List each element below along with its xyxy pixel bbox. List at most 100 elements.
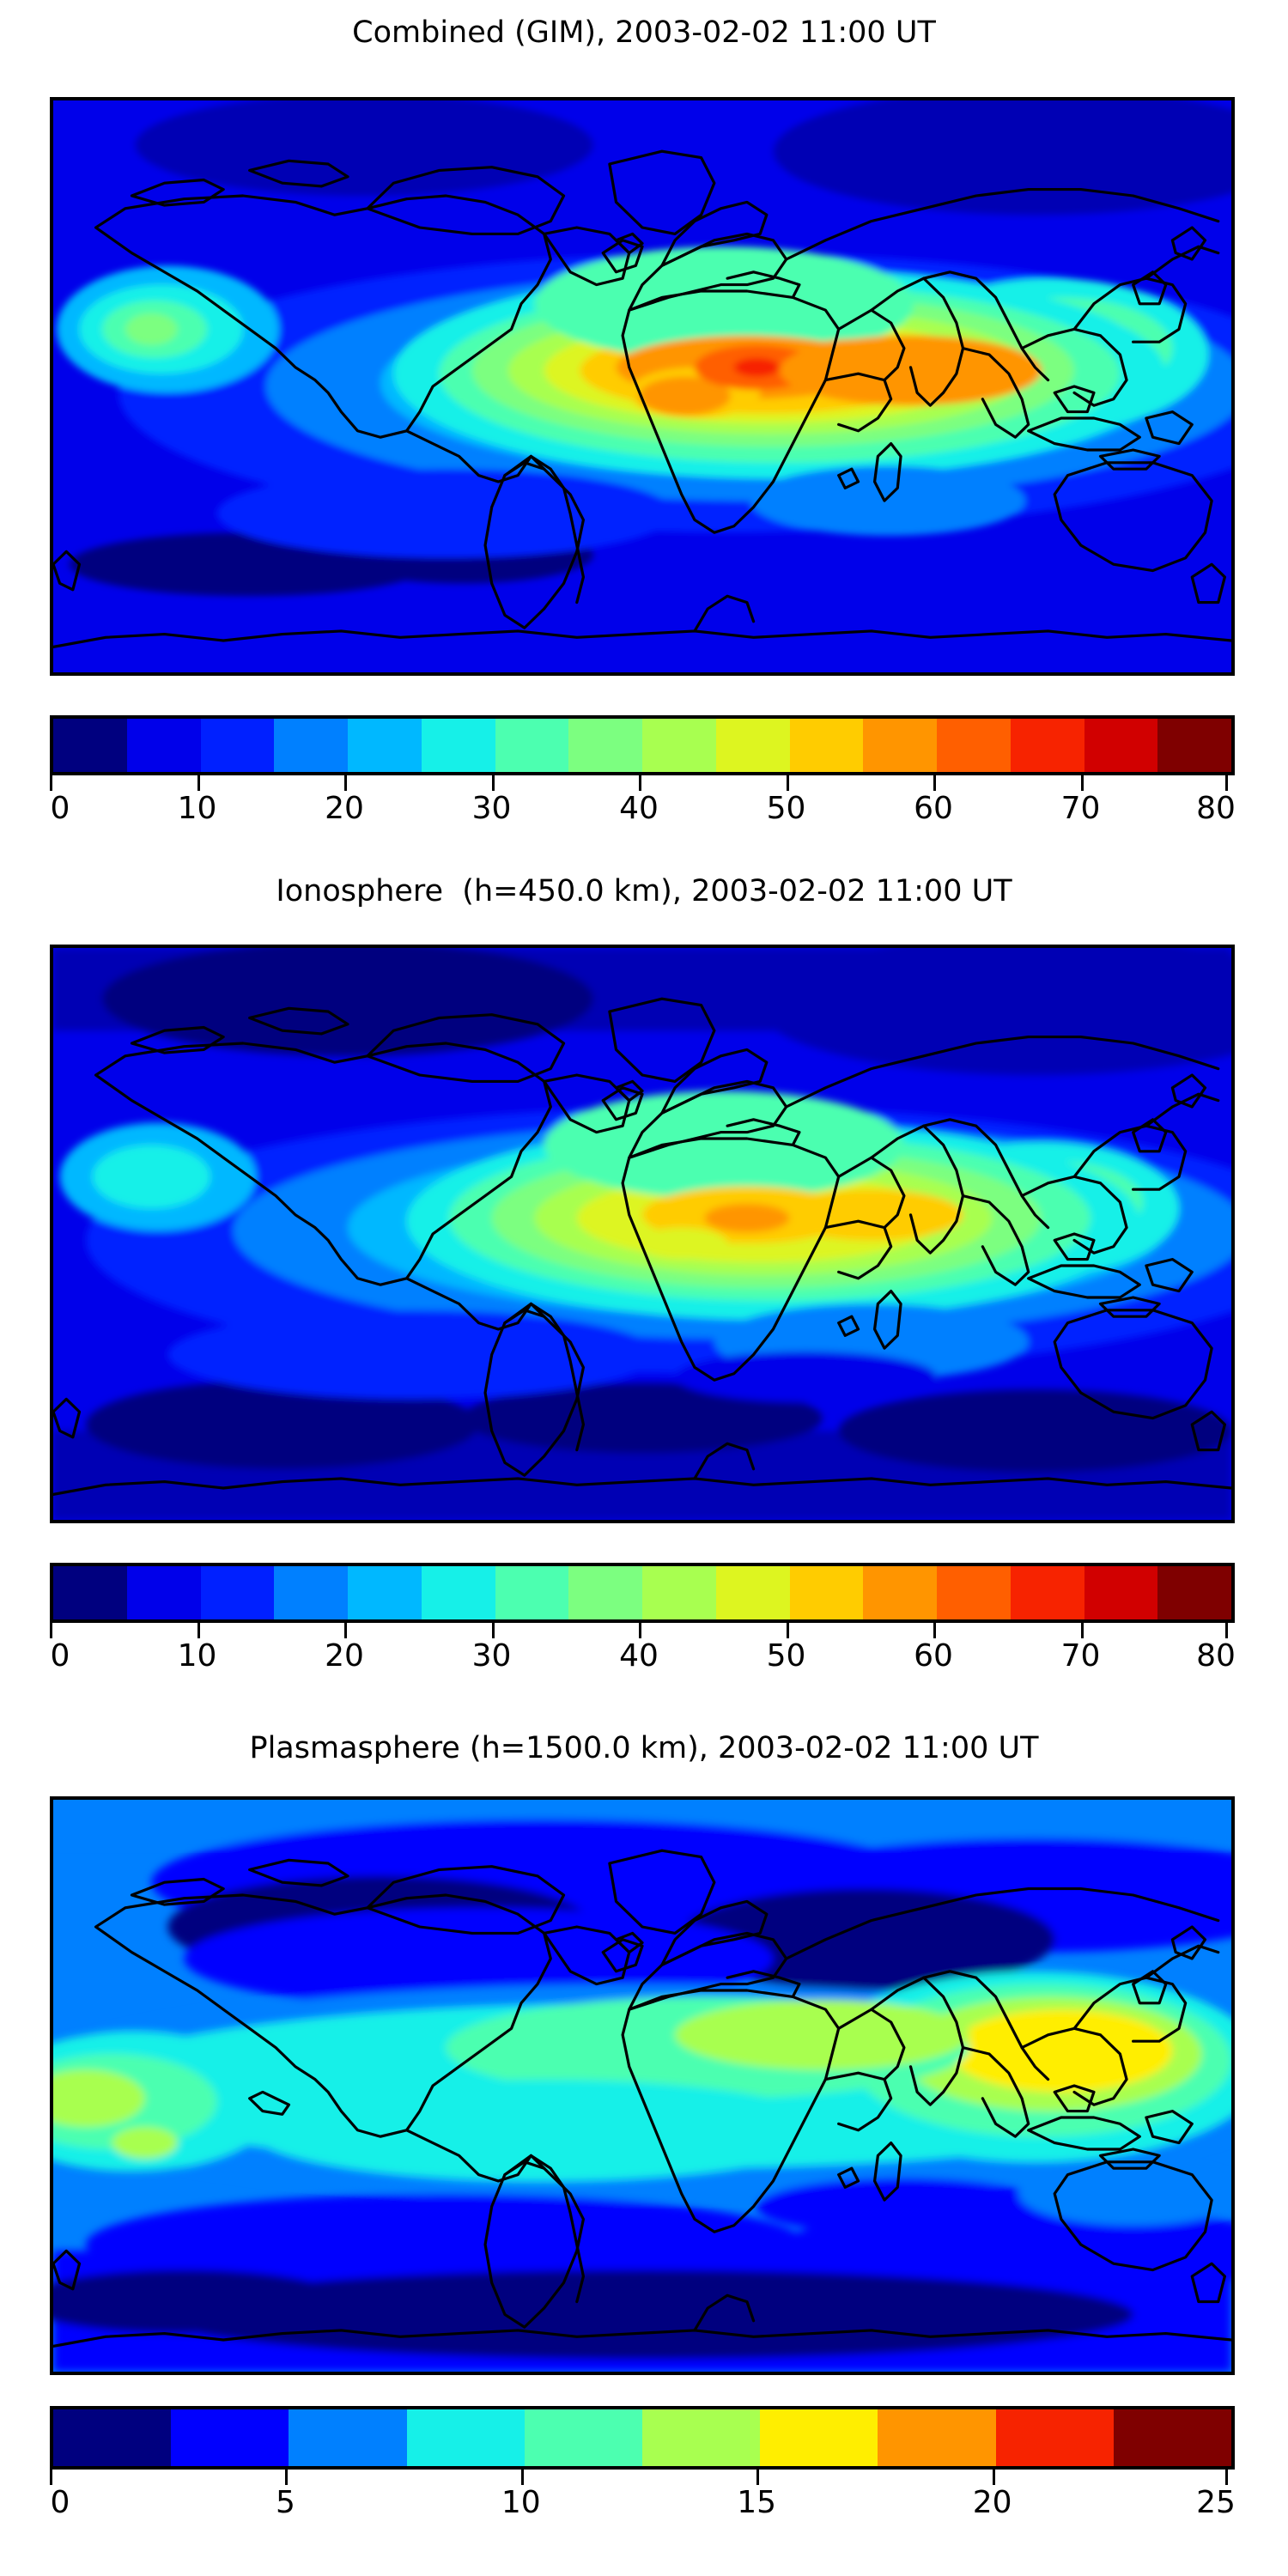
colorbar-segment-7 — [568, 719, 642, 772]
colorbar-segment-15 — [1157, 719, 1231, 772]
colorbar-tick-8 — [1225, 775, 1228, 791]
colorbar-tick-6 — [933, 1623, 936, 1638]
colorbar-segment-2 — [289, 2409, 407, 2466]
map-ionosphere — [50, 945, 1235, 1523]
colorbar-segment-12 — [937, 719, 1011, 772]
colorbar-tick-4 — [992, 2470, 995, 2485]
colorbar-tick-6 — [933, 775, 936, 791]
colorbar-tick-0 — [50, 2470, 52, 2485]
colorbar-tick-label-3: 30 — [471, 791, 512, 826]
panel-title-combined: Combined (GIM), 2003-02-02 11:00 UT — [352, 15, 936, 50]
colorbar-tick-1 — [197, 775, 200, 791]
colorbar-tick-label-2: 20 — [325, 791, 364, 826]
colorbar-tick-label-8: 80 — [1196, 791, 1236, 826]
colorbar-segment-5 — [421, 1566, 495, 1619]
colorbar-segment-12 — [937, 1566, 1011, 1619]
colorbar-ticks-combined — [46, 775, 1231, 791]
field-ionosphere — [53, 948, 1231, 1520]
map-canvas-ionosphere — [53, 948, 1231, 1520]
colorbar-tick-label-5: 25 — [1196, 2485, 1236, 2520]
colorbar-segment-8 — [642, 719, 716, 772]
colorbar-segment-4 — [524, 2409, 643, 2466]
colorbar-tick-label-5: 50 — [766, 1638, 806, 1674]
colorbar-segment-13 — [1010, 719, 1084, 772]
colorbar-plasmasphere: 0 5 10 15 20 25 — [50, 2406, 1236, 2524]
colorbar-tick-label-3: 15 — [737, 2485, 777, 2520]
colorbar-tick-7 — [1080, 775, 1084, 791]
colorbar-strip-ionosphere — [50, 1563, 1235, 1623]
colorbar-combined: 0 10 20 30 40 50 60 70 80 — [50, 715, 1236, 830]
colorbar-segment-1 — [126, 1566, 201, 1619]
colorbar-tick-label-7: 70 — [1060, 1638, 1101, 1674]
colorbar-tick-label-0: 0 — [50, 1638, 70, 1674]
coastlines-ionosphere — [53, 997, 1231, 1496]
colorbar-segment-5 — [642, 2409, 761, 2466]
colorbar-segment-10 — [789, 1566, 864, 1619]
colorbar-strip-combined — [50, 715, 1235, 775]
colorbar-tick-2 — [344, 775, 347, 791]
colorbar-tick-5 — [786, 1623, 789, 1638]
colorbar-tick-label-0: 0 — [50, 2485, 70, 2520]
colorbar-segment-6 — [495, 719, 569, 772]
panel-title-ionosphere: Ionosphere (h=450.0 km), 2003-02-02 11:0… — [276, 874, 1012, 908]
colorbar-tick-label-4: 40 — [619, 791, 659, 826]
colorbar-tick-1 — [285, 2470, 289, 2485]
colorbar-tick-0 — [50, 1623, 52, 1638]
colorbar-segment-14 — [1084, 1566, 1158, 1619]
colorbar-tick-label-4: 20 — [972, 2485, 1012, 2520]
colorbar-segment-13 — [1010, 1566, 1084, 1619]
colorbar-tick-2 — [520, 2470, 524, 2485]
colorbar-tick-4 — [639, 1623, 641, 1638]
colorbar-tick-label-2: 10 — [501, 2485, 541, 2520]
colorbar-tick-label-1: 10 — [177, 791, 217, 826]
colorbar-segment-14 — [1084, 719, 1158, 772]
colorbar-ticks-plasmasphere — [46, 2470, 1231, 2485]
colorbar-segment-6 — [495, 1566, 569, 1619]
colorbar-ionosphere: 0 10 20 30 40 50 60 70 80 — [50, 1563, 1236, 1678]
panel-title-plasmasphere: Plasmasphere (h=1500.0 km), 2003-02-02 1… — [249, 1731, 1039, 1765]
colorbar-tick-label-2: 20 — [325, 1638, 364, 1674]
colorbar-tick-2 — [344, 1623, 347, 1638]
colorbar-segment-5 — [421, 719, 495, 772]
colorbar-tick-5 — [786, 775, 789, 791]
colorbar-segment-7 — [878, 2409, 996, 2466]
colorbar-tick-4 — [639, 775, 641, 791]
colorbar-segment-11 — [863, 719, 937, 772]
colorbar-tick-8 — [1225, 1623, 1228, 1638]
colorbar-tick-3 — [491, 775, 495, 791]
colorbar-segment-3 — [274, 1566, 348, 1619]
colorbar-labels-ionosphere: 0 10 20 30 40 50 60 70 80 — [46, 1638, 1236, 1678]
colorbar-tick-3 — [491, 1623, 495, 1638]
colorbar-segment-0 — [53, 719, 127, 772]
panel-ionosphere: Ionosphere (h=450.0 km), 2003-02-02 11:0… — [0, 859, 1288, 1717]
field-combined — [53, 100, 1231, 672]
colorbar-tick-0 — [50, 775, 52, 791]
colorbar-segment-9 — [715, 1566, 790, 1619]
colorbar-segment-7 — [568, 1566, 642, 1619]
colorbar-tick-label-1: 5 — [275, 2485, 295, 2520]
map-canvas-plasmasphere — [53, 1800, 1231, 2372]
colorbar-tick-label-0: 0 — [50, 791, 70, 826]
colorbar-tick-1 — [197, 1623, 200, 1638]
colorbar-segment-8 — [642, 1566, 716, 1619]
field-plasmasphere — [53, 1800, 1231, 2372]
colorbar-segment-11 — [863, 1566, 937, 1619]
colorbar-tick-label-4: 40 — [619, 1638, 659, 1674]
colorbar-segment-6 — [760, 2409, 878, 2466]
colorbar-segment-9 — [715, 719, 790, 772]
colorbar-tick-label-6: 60 — [914, 1638, 953, 1674]
colorbar-labels-combined: 0 10 20 30 40 50 60 70 80 — [46, 791, 1236, 830]
colorbar-segment-8 — [995, 2409, 1114, 2466]
colorbar-tick-label-5: 50 — [766, 791, 806, 826]
colorbar-segment-1 — [171, 2409, 289, 2466]
colorbar-labels-plasmasphere: 0 5 10 15 20 25 — [46, 2485, 1236, 2524]
panel-plasmasphere: Plasmasphere (h=1500.0 km), 2003-02-02 1… — [0, 1717, 1288, 2576]
map-canvas-combined — [53, 100, 1231, 672]
coastlines-plasmasphere — [53, 1849, 1231, 2348]
map-plasmasphere — [50, 1796, 1235, 2375]
colorbar-tick-label-7: 70 — [1060, 791, 1101, 826]
colorbar-segment-2 — [200, 1566, 275, 1619]
panel-combined-gim: Combined (GIM), 2003-02-02 11:00 UT — [0, 0, 1288, 859]
colorbar-segment-4 — [348, 1566, 422, 1619]
coastlines-combined — [53, 149, 1231, 648]
